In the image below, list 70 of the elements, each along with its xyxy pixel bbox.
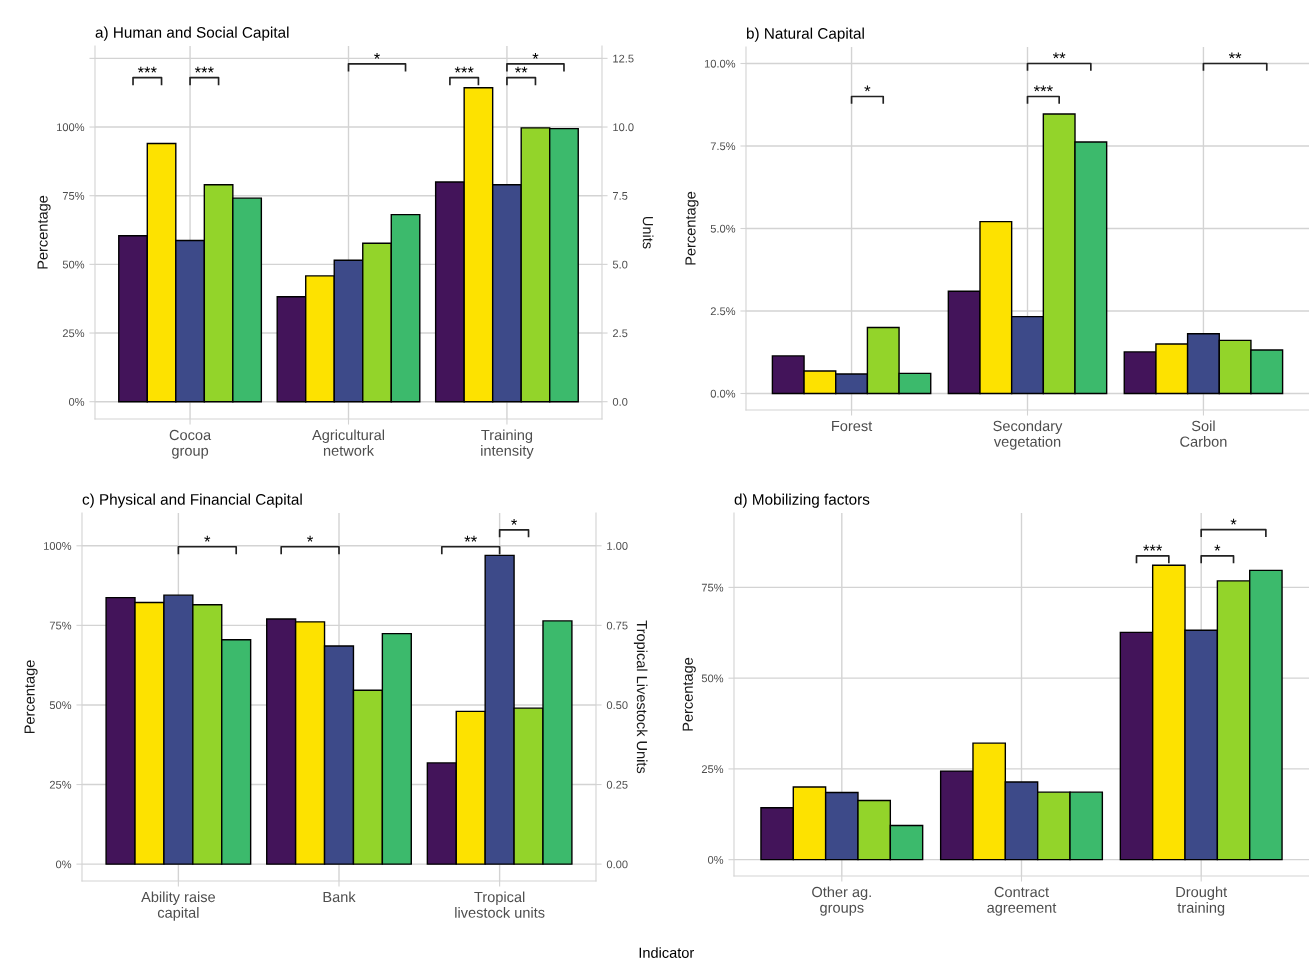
x-tick-label: Drought training bbox=[1176, 886, 1228, 916]
y2-tick-label: 10.0 bbox=[613, 123, 634, 132]
y-tick-label: 50% bbox=[62, 260, 85, 269]
y-tick-label: 0% bbox=[68, 397, 85, 406]
y2-axis-title: Units bbox=[642, 217, 654, 249]
y-tick-label: 2.5% bbox=[710, 307, 736, 316]
y-tick-label: 50% bbox=[49, 701, 72, 710]
annotation: *** bbox=[454, 66, 474, 73]
y-tick-label: 5.0% bbox=[710, 224, 736, 233]
y-tick-label: 25% bbox=[62, 329, 85, 338]
x-tick-label: Cocoa group bbox=[169, 429, 212, 459]
y-tick-label: 0% bbox=[55, 860, 72, 869]
x-tick-label: Soil Carbon bbox=[1180, 420, 1227, 447]
y2-axis-title: Tropical Livestock Units bbox=[633, 620, 648, 774]
x-tick-label: Bank bbox=[323, 891, 356, 903]
annotation: * bbox=[532, 52, 539, 59]
y-axis-title: Percentage bbox=[682, 657, 696, 731]
y2-tick-label: 0.0 bbox=[612, 397, 628, 406]
annotation: * bbox=[307, 535, 314, 542]
y2-tick-label: 0.75 bbox=[606, 621, 628, 630]
y-tick-label: 75% bbox=[701, 583, 724, 592]
x-tick-label: Training intensity bbox=[481, 429, 534, 459]
annotation: ** bbox=[1228, 52, 1242, 59]
annotation: ** bbox=[1052, 52, 1066, 59]
x-tick-label: Secondary vegetation bbox=[993, 420, 1063, 450]
y-tick-label: 10.0% bbox=[704, 59, 736, 68]
y-tick-label: 25% bbox=[701, 765, 724, 774]
y-tick-label: 7.5% bbox=[710, 142, 736, 151]
y2-tick-label: 5.0 bbox=[612, 260, 628, 269]
y2-tick-label: 0.00 bbox=[606, 860, 628, 869]
text: Indicator bbox=[639, 947, 695, 958]
y2-tick-label: 0.25 bbox=[606, 780, 628, 789]
annotation: ** bbox=[514, 66, 528, 73]
y2-tick-label: 2.5 bbox=[612, 329, 628, 338]
annotation: * bbox=[1230, 518, 1237, 525]
chart-title: c) Physical and Financial Capital bbox=[82, 493, 302, 508]
y-tick-label: 75% bbox=[49, 621, 72, 630]
x-tick-label: Other ag. groups bbox=[812, 886, 871, 916]
chart-title: b) Natural Capital bbox=[746, 27, 864, 42]
y-tick-label: 50% bbox=[701, 674, 724, 683]
x-tick-label: Contract agreement bbox=[987, 886, 1057, 916]
y-axis-title: Percentage bbox=[24, 660, 38, 734]
annotation: ** bbox=[464, 535, 477, 542]
chart-title: d) Mobilizing factors bbox=[734, 493, 870, 508]
annotation: * bbox=[511, 518, 518, 525]
x-tick-label: Ability raise capital bbox=[141, 891, 216, 921]
x-tick-label: Agricultural network bbox=[312, 429, 384, 456]
y-tick-label: 100% bbox=[57, 123, 85, 132]
y-tick-label: 25% bbox=[49, 780, 72, 789]
y2-tick-label: 0.50 bbox=[606, 701, 628, 710]
annotation: * bbox=[1214, 544, 1221, 551]
y-axis-title: Percentage bbox=[37, 195, 51, 269]
annotation: * bbox=[864, 85, 871, 92]
y-tick-label: 0% bbox=[707, 855, 724, 864]
y2-tick-label: 7.5 bbox=[612, 192, 628, 200]
y-tick-label: 75% bbox=[62, 192, 85, 200]
x-tick-label: Forest bbox=[832, 420, 873, 432]
annotation: * bbox=[204, 535, 211, 542]
chart-title: a) Human and Social Capital bbox=[95, 26, 289, 41]
y-tick-label: 0.0% bbox=[710, 389, 736, 398]
annotation: *** bbox=[1033, 85, 1053, 92]
y2-tick-label: 12.5 bbox=[613, 54, 634, 63]
annotation: *** bbox=[1143, 544, 1163, 551]
y-axis-title: Percentage bbox=[685, 191, 699, 265]
y2-tick-label: 1.00 bbox=[607, 542, 628, 550]
y-tick-label: 100% bbox=[44, 542, 72, 550]
annotation: *** bbox=[194, 66, 214, 73]
annotation: *** bbox=[137, 66, 157, 73]
x-tick-label: Tropical livestock units bbox=[455, 891, 545, 918]
annotation: * bbox=[374, 52, 380, 59]
